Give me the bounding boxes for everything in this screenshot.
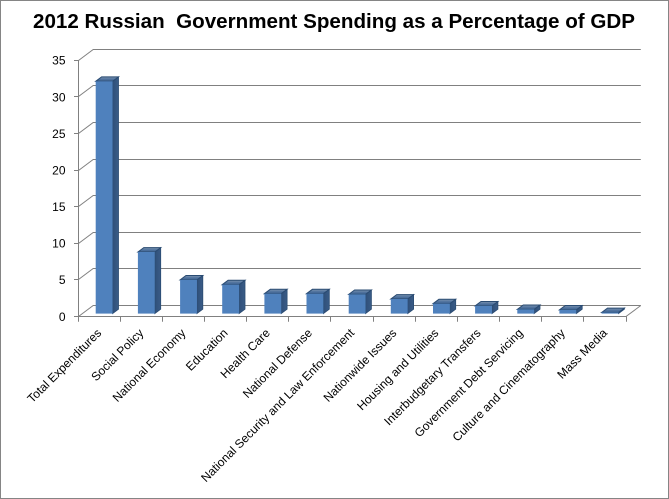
svg-text:Housing and Utilities: Housing and Utilities xyxy=(354,326,441,413)
svg-text:National Security and Law Enfo: National Security and Law Enforcement xyxy=(198,325,357,484)
svg-text:Total Expenditures: Total Expenditures xyxy=(25,326,105,406)
svg-text:35: 35 xyxy=(52,54,66,68)
svg-text:0: 0 xyxy=(59,310,66,324)
svg-text:10: 10 xyxy=(52,237,66,251)
svg-text:National Economy: National Economy xyxy=(110,326,189,405)
svg-text:20: 20 xyxy=(52,164,66,178)
svg-text:15: 15 xyxy=(52,200,66,214)
svg-text:2012 Russian Government Spend: 2012 Russian Government Spending as a Pe… xyxy=(33,10,635,33)
svg-text:5: 5 xyxy=(59,273,66,287)
svg-text:25: 25 xyxy=(52,127,66,141)
svg-text:30: 30 xyxy=(52,90,66,104)
svg-text:Nationwide Issues: Nationwide Issues xyxy=(321,326,400,405)
